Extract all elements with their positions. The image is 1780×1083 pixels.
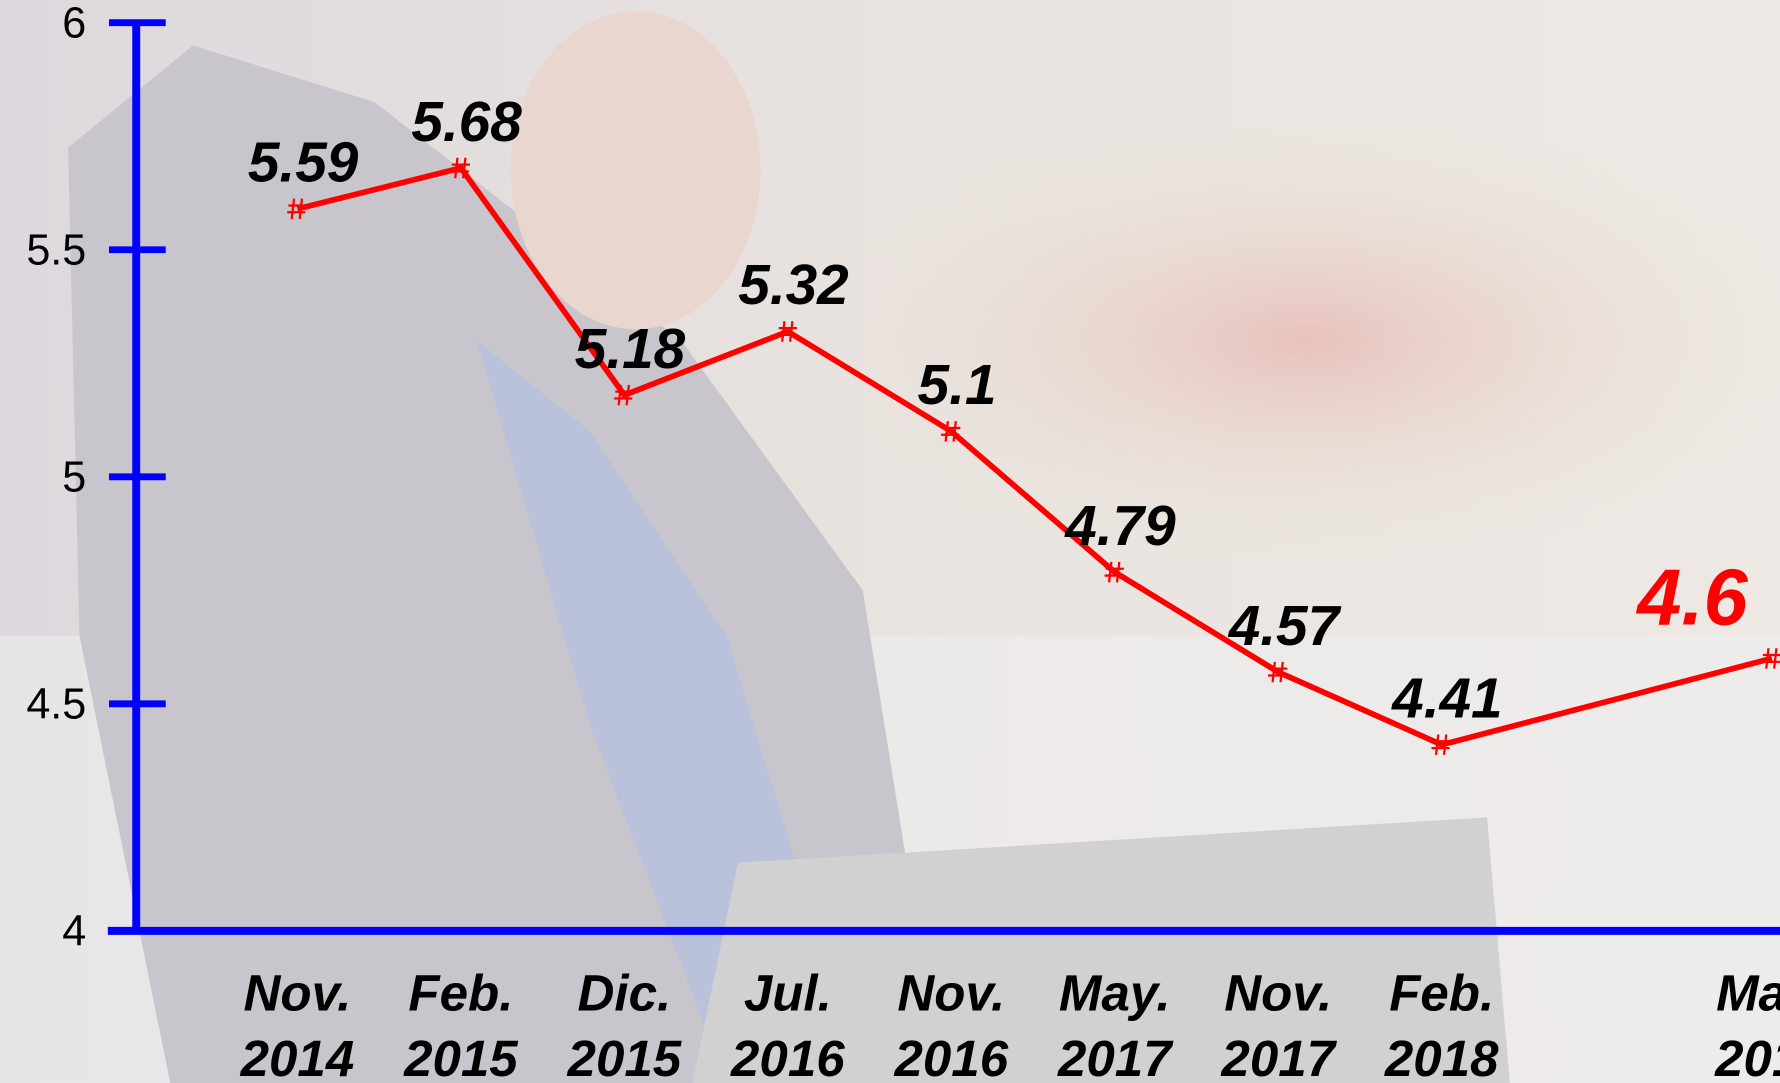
data-label: 5.59 <box>248 132 359 195</box>
data-label: 4.79 <box>1064 495 1176 558</box>
chart: 44.555.56Nov.2014Feb.2015Dic.2015Jul.201… <box>0 0 1780 1083</box>
data-label: 5.32 <box>738 254 848 317</box>
y-tick-label: 6 <box>62 0 86 47</box>
page: {"chart_data": {"type": "line", "categor… <box>0 0 1780 1083</box>
data-label: 5.18 <box>575 318 686 381</box>
y-tick-label: 5.5 <box>26 227 86 275</box>
data-label: 4.41 <box>1391 667 1502 730</box>
y-tick-label: 5 <box>62 454 86 502</box>
data-label: 4.57 <box>1228 595 1342 658</box>
data-label: 5.68 <box>411 91 522 154</box>
y-tick-label: 4 <box>62 908 86 956</box>
y-tick-label: 4.5 <box>26 681 86 729</box>
data-label: 4.6 <box>1635 552 1748 641</box>
data-label: 5.1 <box>918 354 997 417</box>
